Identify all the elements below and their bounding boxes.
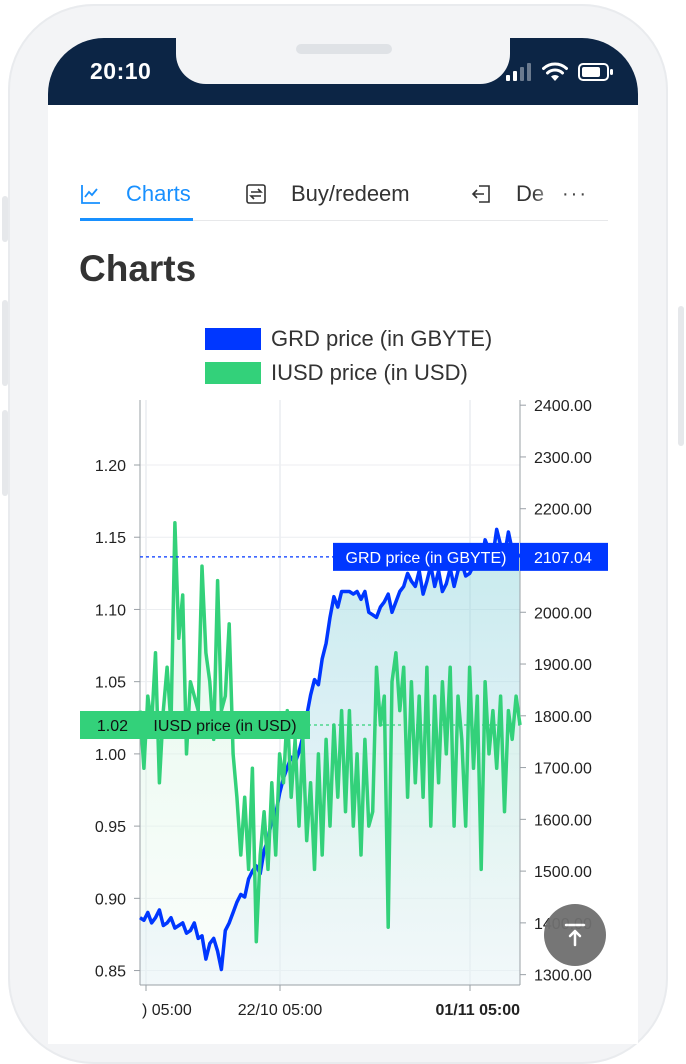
x-axis-tick-label: 22/10 05:00: [238, 1002, 323, 1019]
grd-series-name-badge-label: GRD price (in GBYTE): [346, 550, 507, 567]
status-time: 20:10: [90, 58, 152, 84]
tab-buy-redeem-label: Buy/redeem: [291, 181, 410, 206]
tab-overflow-fade: [532, 168, 608, 220]
right-axis-tick-label: 1800.00: [534, 709, 592, 726]
x-axis-tick-label: ) 05:00: [142, 1002, 192, 1019]
line-chart-icon: [81, 185, 100, 204]
tab-charts-label: Charts: [126, 181, 191, 206]
left-axis-tick-label: 1.20: [95, 458, 126, 475]
arrow-up-to-line-icon: [564, 923, 586, 947]
legend-swatch-grd: [205, 328, 261, 350]
grd-price-line: [139, 527, 522, 972]
active-tab-indicator: [80, 218, 193, 221]
legend-swatch-iusd: [205, 362, 261, 384]
grd-last-value-badge: [520, 542, 608, 571]
left-axis-tick-label: 1.15: [95, 530, 126, 547]
login-icon: [471, 185, 490, 203]
volume-up-button: [2, 300, 8, 386]
left-axis-tick-label: 1.05: [95, 675, 126, 692]
left-axis-tick-label: 1.10: [95, 602, 126, 619]
x-axis-tick-label: 01/11 05:00: [435, 1002, 520, 1019]
wifi-icon: [542, 62, 568, 81]
right-axis-tick-label: 1500.00: [534, 864, 592, 881]
iusd-price-line: [138, 521, 522, 944]
right-axis-tick-label: 2000.00: [534, 605, 592, 622]
right-axis-tick-label: 1600.00: [534, 812, 592, 829]
tab-charts[interactable]: Charts: [80, 168, 191, 220]
left-axis-tick-label: 0.85: [95, 964, 126, 981]
scroll-to-top-button[interactable]: [544, 904, 606, 966]
legend-item-iusd[interactable]: IUSD price (in USD): [205, 360, 468, 386]
app-screen: 20:10: [48, 38, 638, 1044]
price-chart[interactable]: 1.20 1.15 1.10 1.05 1.00 0.95 0.90 0.85 2400.00 2…: [48, 390, 638, 1030]
more-tabs-button[interactable]: ···: [562, 182, 588, 205]
legend-label-grd: GRD price (in GBYTE): [271, 326, 493, 351]
right-axis-tick-label: 1700.00: [534, 761, 592, 778]
legend-item-grd[interactable]: GRD price (in GBYTE): [205, 326, 492, 352]
right-axis-tick-label: 1300.00: [534, 968, 592, 985]
grd-last-value-badge-label: 2107.04: [534, 550, 592, 567]
left-axis-tick-label: 0.95: [95, 819, 126, 836]
iusd-series-name-badge-label: IUSD price (in USD): [153, 718, 296, 735]
volume-down-button: [2, 410, 8, 496]
speaker-grille: [296, 44, 392, 54]
status-bar: 20:10: [48, 38, 638, 105]
power-button: [678, 306, 684, 446]
page-title: Charts: [79, 248, 197, 289]
grd-series-name-badge: [333, 542, 519, 571]
iusd-area-fill: [140, 522, 520, 985]
iusd-last-value-badge-label: 1.02: [97, 718, 128, 735]
swap-icon: [246, 184, 266, 204]
left-axis-tick-label: 0.90: [95, 891, 126, 908]
iusd-series-name-badge: [140, 711, 310, 739]
mute-switch: [2, 196, 8, 242]
status-icons: [506, 60, 614, 84]
left-axis-tick-label: 1.00: [95, 747, 126, 764]
notch: [176, 38, 510, 84]
legend-label-iusd: IUSD price (in USD): [271, 360, 468, 385]
right-axis-tick-label: 1900.00: [534, 657, 592, 674]
battery-icon: [578, 63, 613, 81]
tab-buy-redeem[interactable]: Buy/redeem: [245, 168, 410, 220]
tab-bar: Charts Buy/redeem De ···: [80, 168, 608, 221]
right-axis-tick-label: 2400.00: [534, 398, 592, 415]
right-axis-tick-label: 2300.00: [534, 450, 592, 467]
right-axis-tick-label: 2200.00: [534, 502, 592, 519]
signal-icon: [506, 63, 531, 81]
iusd-last-value-badge: [80, 711, 140, 739]
